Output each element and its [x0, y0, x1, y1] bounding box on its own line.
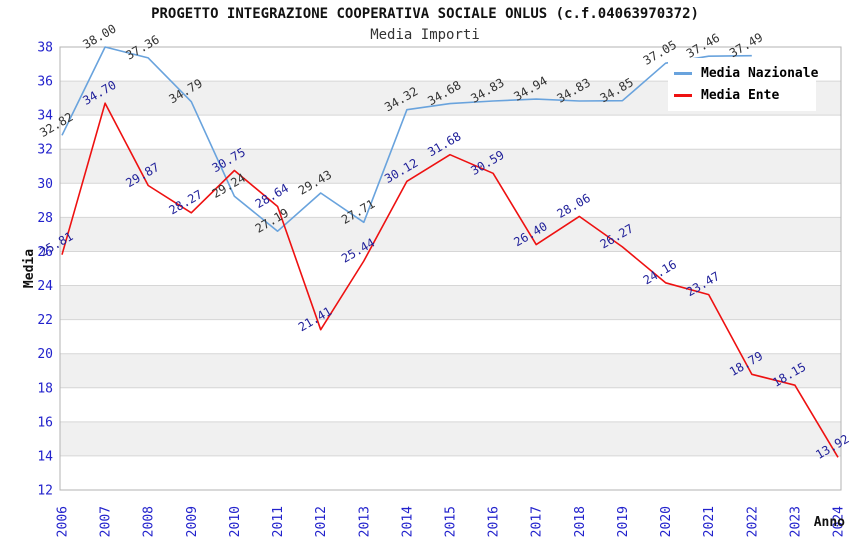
y-axis-title: Media: [22, 248, 38, 289]
y-tick-label: 16: [37, 415, 53, 430]
plot-band: [60, 217, 841, 252]
legend: Media Nazionale Media Ente: [668, 58, 819, 111]
chart-subtitle: Media Importi: [370, 27, 480, 43]
y-tick-label: 22: [37, 313, 53, 328]
x-tick-label: 2019: [616, 506, 631, 537]
x-tick-label: 2024: [832, 506, 847, 537]
x-tick-label: 2013: [357, 506, 372, 537]
y-tick-label: 30: [37, 177, 53, 192]
y-tick-label: 36: [37, 75, 53, 90]
plot-band: [60, 251, 841, 286]
legend-label-media-ente: Media Ente: [701, 87, 780, 103]
x-tick-label: 2006: [56, 506, 71, 537]
x-axis-title: Anno: [813, 515, 845, 530]
plot-band: [60, 353, 841, 388]
x-tick-label: 2015: [444, 506, 459, 537]
y-tick-label: 12: [37, 484, 53, 499]
x-tick-label: 2012: [314, 506, 329, 537]
plot-band: [60, 421, 841, 456]
series-line-media-ente: [61, 102, 839, 458]
legend-item-media-nazionale: Media Nazionale: [674, 65, 819, 81]
x-tick-label: 2010: [228, 506, 243, 537]
plot-band: [60, 319, 841, 354]
plot-band: [60, 387, 841, 422]
chart-title: PROGETTO INTEGRAZIONE COOPERATIVA SOCIAL…: [151, 6, 699, 22]
legend-swatch-media-ente-icon: [674, 93, 692, 97]
x-tick-label: 2014: [400, 506, 415, 537]
legend-item-media-ente: Media Ente: [674, 87, 816, 103]
plot-band: [60, 115, 841, 150]
x-tick-label: 2017: [530, 506, 545, 537]
plot-border: [59, 46, 842, 491]
x-tick-label: 2011: [271, 506, 286, 537]
x-tick-label: 2007: [99, 506, 114, 537]
series-line-media-nazionale: [61, 46, 752, 232]
legend-label-media-nazionale: Media Nazionale: [701, 65, 819, 81]
y-tick-label: 26: [37, 245, 53, 260]
x-tick-label: 2008: [142, 506, 157, 537]
x-tick-label: 2020: [659, 506, 674, 537]
y-tick-label: 34: [37, 109, 53, 124]
y-tick-label: 18: [37, 381, 53, 396]
x-tick-label: 2009: [185, 506, 200, 537]
x-tick-label: 2016: [487, 506, 502, 537]
x-tick-label: 2023: [788, 506, 803, 537]
x-tick-label: 2022: [745, 506, 760, 537]
legend-swatch-media-nazionale-icon: [674, 71, 692, 75]
x-tick-label: 2021: [702, 506, 717, 537]
x-tick-label: 2018: [573, 506, 588, 537]
y-tick-label: 32: [37, 143, 53, 158]
plot-band: [60, 455, 841, 490]
y-tick-label: 24: [37, 279, 53, 294]
plot-band: [60, 285, 841, 320]
y-tick-label: 38: [37, 41, 53, 56]
y-tick-label: 28: [37, 211, 53, 226]
y-tick-label: 14: [37, 449, 53, 464]
y-tick-label: 20: [37, 347, 53, 362]
